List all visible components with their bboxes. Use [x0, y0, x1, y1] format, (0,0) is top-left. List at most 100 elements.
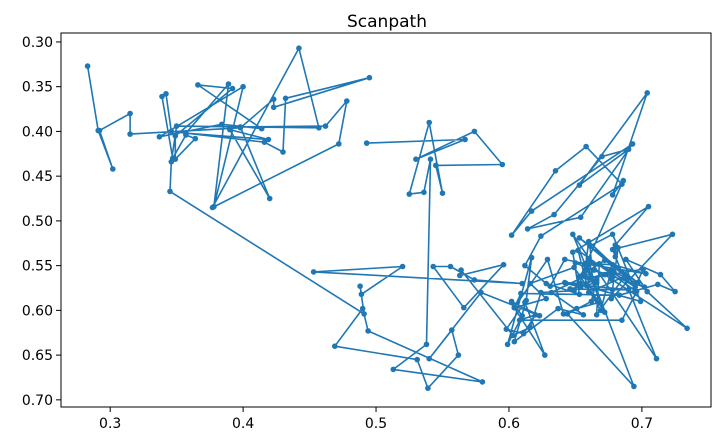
- fixation-point: [163, 91, 169, 97]
- fixation-point: [478, 289, 484, 296]
- fixation-point: [430, 263, 437, 270]
- fixation-point: [270, 96, 277, 102]
- fixation-point: [433, 162, 439, 169]
- fixation-point: [479, 379, 486, 385]
- fixation-point: [503, 326, 510, 333]
- fixation-point: [296, 45, 302, 51]
- fixation-point: [172, 156, 179, 162]
- fixation-point: [548, 289, 555, 296]
- fixation-point: [562, 256, 568, 263]
- marks-layer: [84, 45, 690, 392]
- fixation-point: [344, 98, 350, 104]
- fixation-point: [192, 135, 199, 142]
- fixation-point: [427, 156, 434, 162]
- fixation-point: [615, 244, 621, 251]
- fixation-point: [571, 264, 577, 271]
- fixation-point: [282, 95, 289, 102]
- fixation-point: [597, 307, 604, 314]
- fixation-point: [572, 260, 579, 266]
- fixation-point: [640, 266, 646, 273]
- fixation-point: [167, 188, 173, 195]
- fixation-point: [127, 131, 133, 137]
- fixation-point: [426, 119, 433, 126]
- fixation-point: [551, 211, 557, 218]
- fixation-point: [588, 298, 595, 305]
- x-axis: 0.3 0.4 0.5 0.6 0.7: [99, 407, 653, 432]
- fixation-point: [616, 292, 623, 299]
- chart-title: Scanpath: [347, 12, 427, 32]
- x-tick-label: 0.7: [631, 416, 653, 432]
- fixation-point: [585, 238, 592, 245]
- y-tick-label: 0.60: [22, 303, 53, 319]
- plot-frame: [60, 32, 712, 408]
- fixation-point: [458, 267, 464, 273]
- fixation-point: [570, 249, 576, 255]
- fixation-point: [426, 355, 433, 362]
- fixation-point: [621, 273, 628, 280]
- fixation-point: [127, 110, 133, 117]
- fixation-point: [560, 311, 567, 317]
- fixation-point: [570, 231, 576, 238]
- y-tick-label: 0.45: [22, 169, 53, 185]
- fixation-point: [504, 341, 511, 348]
- fixation-point: [527, 324, 533, 331]
- fixation-point: [423, 341, 430, 348]
- fixation-point: [439, 190, 446, 196]
- fixation-point: [596, 261, 603, 267]
- y-tick-label: 0.30: [22, 35, 53, 51]
- fixation-point: [471, 277, 478, 283]
- fixation-point: [562, 279, 568, 286]
- fixation-point: [644, 288, 650, 295]
- y-tick-label: 0.65: [22, 348, 53, 364]
- fixation-point: [237, 124, 244, 130]
- fixation-point: [584, 262, 591, 269]
- fixation-point: [461, 304, 467, 311]
- fixation-point: [195, 82, 201, 88]
- fixation-point: [508, 298, 515, 305]
- fixation-point: [511, 304, 518, 311]
- fixation-point: [684, 325, 690, 332]
- x-tick-label: 0.4: [232, 416, 254, 432]
- fixation-point: [645, 203, 652, 210]
- fixation-point: [270, 104, 277, 111]
- fixation-point: [110, 166, 116, 172]
- fixation-point: [322, 123, 329, 129]
- fixation-point: [421, 189, 427, 196]
- y-tick-label: 0.40: [22, 124, 53, 140]
- fixation-point: [332, 343, 338, 350]
- fixation-point: [462, 136, 468, 143]
- fixation-point: [96, 127, 103, 134]
- fixation-point: [183, 130, 189, 136]
- fixation-point: [406, 191, 413, 197]
- fixation-point: [575, 247, 581, 254]
- fixation-point: [172, 133, 179, 139]
- fixation-point: [581, 269, 588, 275]
- fixation-point: [390, 366, 397, 373]
- fixation-point: [258, 125, 265, 132]
- fixation-point: [399, 263, 406, 270]
- fixation-point: [611, 269, 617, 275]
- y-tick-label: 0.50: [22, 214, 53, 230]
- fixation-point: [593, 277, 600, 283]
- x-tick-label: 0.3: [99, 416, 121, 432]
- fixation-point: [576, 235, 583, 241]
- fixation-point: [508, 232, 515, 238]
- fixation-point: [168, 128, 175, 135]
- fixation-point: [225, 81, 232, 87]
- fixation-point: [365, 328, 371, 334]
- fixation-point: [599, 153, 605, 160]
- fixation-point: [596, 299, 603, 306]
- fixation-point: [641, 284, 648, 290]
- fixation-point: [240, 83, 246, 90]
- fixation-point: [637, 298, 644, 305]
- fixation-point: [555, 305, 561, 312]
- fixation-point: [608, 276, 615, 282]
- fixation-point: [524, 226, 531, 232]
- fixation-point: [609, 192, 616, 198]
- x-tick-label: 0.6: [498, 416, 520, 432]
- fixation-point: [209, 204, 216, 211]
- fixation-point: [623, 256, 629, 263]
- fixation-point: [266, 195, 273, 202]
- fixation-point: [413, 156, 419, 162]
- fixation-point: [643, 270, 649, 277]
